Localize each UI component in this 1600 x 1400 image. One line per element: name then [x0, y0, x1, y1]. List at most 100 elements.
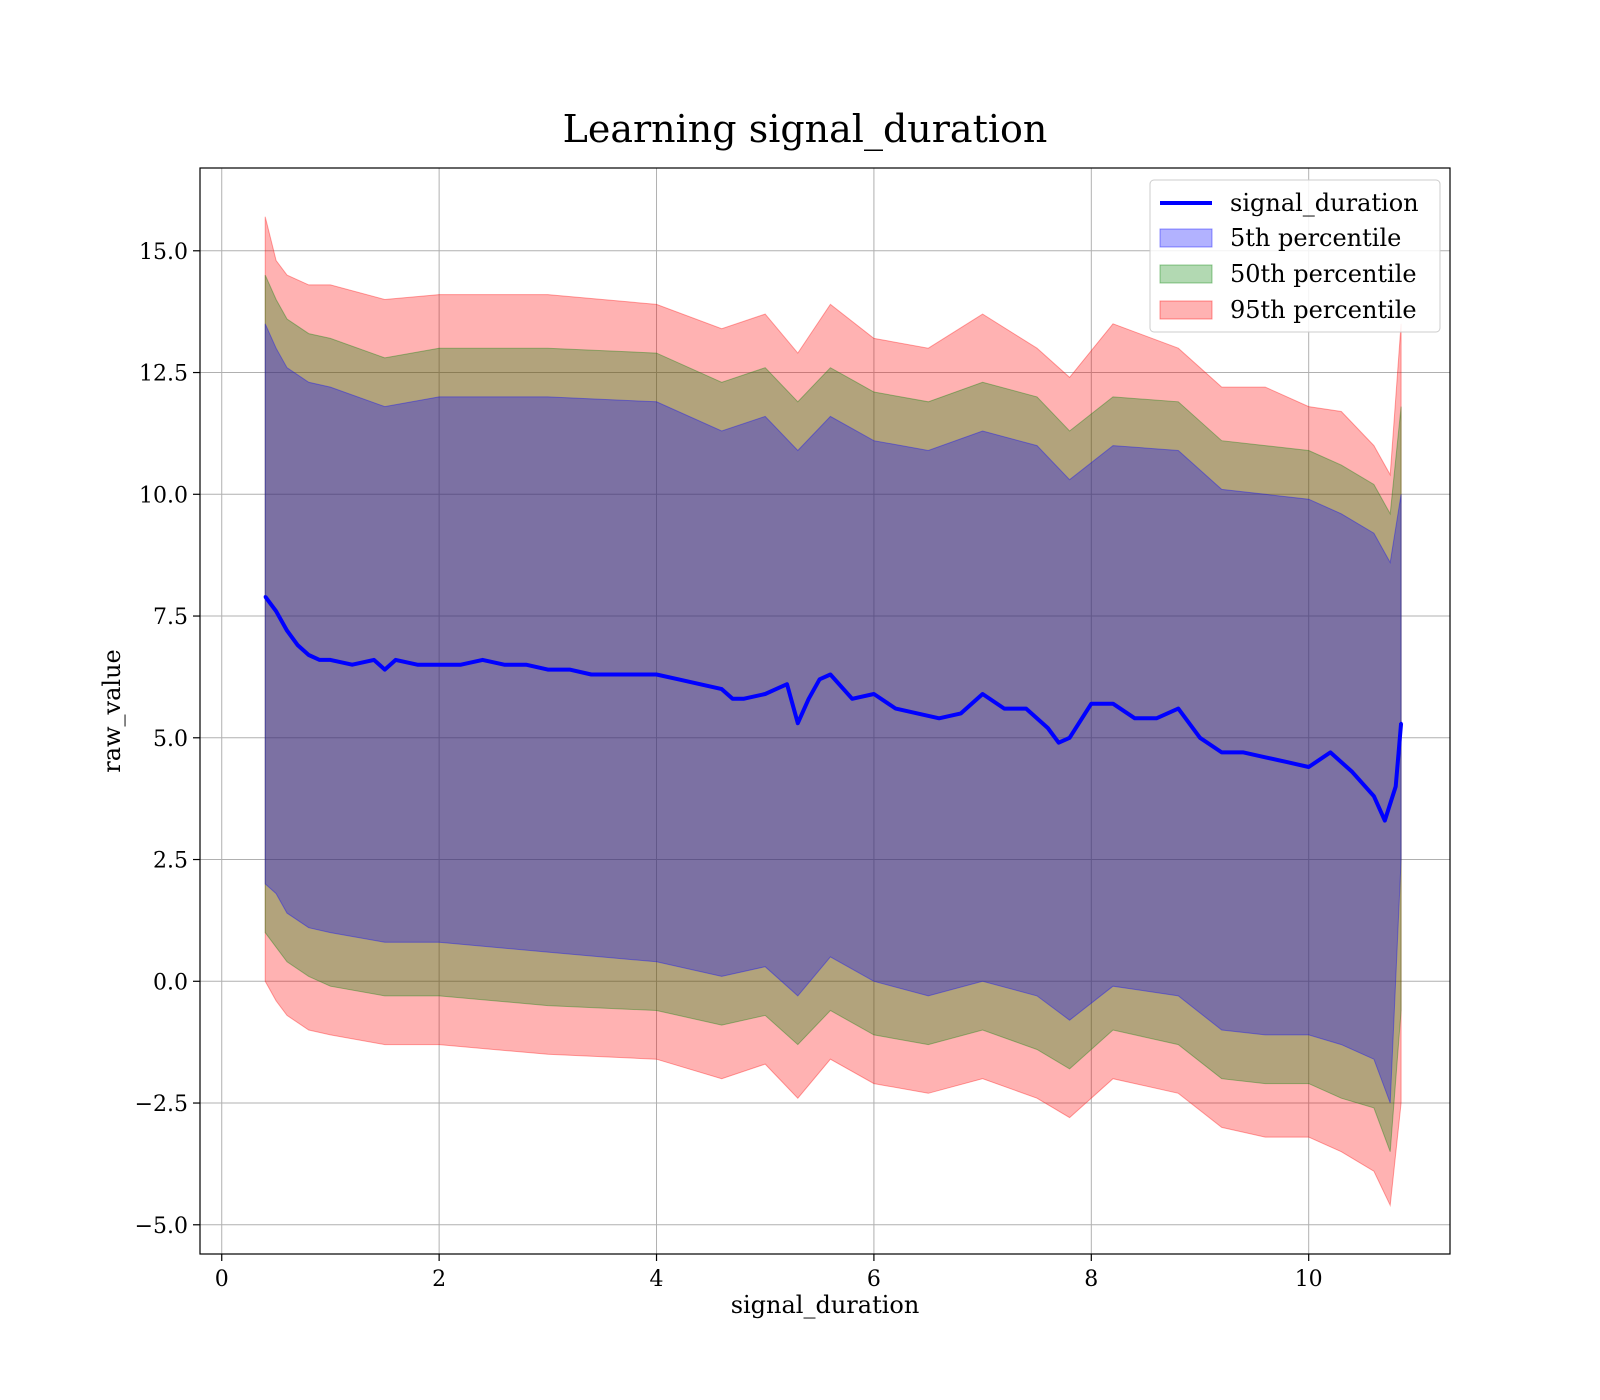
line-point — [981, 692, 985, 696]
y-tick-label: −2.5 — [135, 1092, 188, 1117]
line-point — [1176, 707, 1180, 711]
line-point — [796, 721, 800, 725]
line-point — [318, 658, 322, 662]
line-point — [698, 682, 702, 686]
grid — [200, 168, 1450, 1254]
x-tick-label: 0 — [215, 1267, 229, 1292]
series-lines — [263, 595, 1404, 823]
y-tick-label: 2.5 — [153, 849, 188, 874]
line-point — [568, 668, 572, 672]
line-point — [763, 692, 767, 696]
series-line-signal-duration — [263, 595, 1404, 823]
legend-swatch-band-95 — [1159, 300, 1213, 320]
band-95th-percentile — [264, 216, 1402, 1208]
line-point — [1046, 726, 1050, 730]
y-tick-label: 15.0 — [139, 240, 188, 265]
x-tick-label: 4 — [650, 1267, 664, 1292]
chart-title: Learning signal_duration — [563, 107, 1048, 152]
band-5th-percentile — [264, 323, 1402, 1104]
line-point — [274, 609, 278, 613]
line-point — [959, 711, 963, 715]
line-point — [394, 658, 398, 662]
line-point — [1002, 707, 1006, 711]
y-tick-label: 10.0 — [139, 483, 188, 508]
line-point — [1198, 736, 1202, 740]
line-point — [676, 677, 680, 681]
plot-frame — [199, 167, 1451, 1255]
line-point — [1285, 760, 1289, 764]
x-tick-label: 6 — [867, 1267, 881, 1292]
x-tick-label: 8 — [1084, 1267, 1098, 1292]
line-point — [611, 673, 615, 676]
line-point — [502, 663, 506, 667]
line-point — [328, 658, 332, 662]
line-point — [307, 653, 311, 657]
line-point — [1155, 716, 1158, 720]
line-point — [524, 663, 528, 667]
line-point — [1399, 721, 1403, 725]
line-point — [1068, 736, 1072, 740]
line-point — [1111, 702, 1115, 706]
line-point — [828, 673, 832, 676]
x-tick-label: 10 — [1295, 1267, 1323, 1292]
line-point — [742, 697, 745, 701]
line-point — [372, 658, 376, 662]
line-point — [1394, 785, 1398, 788]
y-tick-label: 12.5 — [139, 362, 188, 387]
line-point — [285, 629, 289, 633]
line-point — [546, 668, 550, 672]
line-point — [459, 663, 463, 667]
x-axis-label: signal_duration — [731, 1291, 920, 1319]
line-point — [633, 673, 637, 676]
line-point — [481, 658, 485, 662]
y-tick-label: 0.0 — [153, 970, 188, 995]
x-tick-label: 2 — [432, 1267, 446, 1292]
legend: signal_duration 5th percentile 50th perc… — [1149, 179, 1441, 333]
line-point — [415, 663, 419, 667]
line-point — [655, 673, 658, 676]
line-point — [937, 716, 941, 720]
line-point — [296, 643, 300, 647]
line-point — [1242, 750, 1245, 754]
axis-ticks: 0 2 4 6 8 10 −5.0 −2.5 0.0 2.5 5.0 7.5 10.0 12.5 15.0 — [135, 240, 1323, 1292]
legend-label-band-50: 50th percentile — [1230, 260, 1417, 288]
legend-box — [1149, 179, 1441, 333]
line-point — [437, 663, 441, 667]
legend-label-line: signal_duration — [1230, 189, 1419, 217]
legend-swatch-band-5 — [1159, 228, 1213, 248]
line-point — [785, 682, 789, 686]
percentile-bands — [264, 216, 1402, 1208]
line-point — [1372, 794, 1376, 798]
legend-label-band-5: 5th percentile — [1230, 224, 1401, 252]
line-point — [1133, 716, 1137, 720]
plot-area — [200, 168, 1450, 1254]
line-point — [1089, 702, 1093, 706]
line-point — [1220, 750, 1224, 754]
y-tick-label: 5.0 — [153, 727, 188, 752]
line-point — [807, 697, 811, 701]
y-tick-label: 7.5 — [153, 605, 188, 630]
line-point — [731, 697, 735, 701]
y-tick-label: −5.0 — [135, 1214, 188, 1239]
line-point — [589, 673, 593, 676]
line-point — [894, 707, 898, 711]
line-point — [720, 687, 724, 691]
line-point — [850, 697, 854, 701]
line-point — [383, 668, 387, 672]
legend-label-band-95: 95th percentile — [1230, 296, 1417, 324]
line-point — [1263, 755, 1267, 759]
line-point — [263, 595, 267, 599]
line-point — [1383, 819, 1387, 823]
line-point — [350, 663, 354, 667]
line-point — [915, 711, 919, 715]
band-50th-percentile — [264, 274, 1402, 1152]
line-point — [774, 687, 778, 691]
line-point — [1328, 750, 1332, 754]
line-point — [1307, 765, 1311, 769]
line-point — [818, 677, 822, 681]
line-point — [1057, 741, 1061, 745]
y-axis-label: raw_value — [98, 649, 126, 773]
legend-swatch-band-50 — [1159, 264, 1213, 284]
line-point — [1024, 707, 1028, 711]
